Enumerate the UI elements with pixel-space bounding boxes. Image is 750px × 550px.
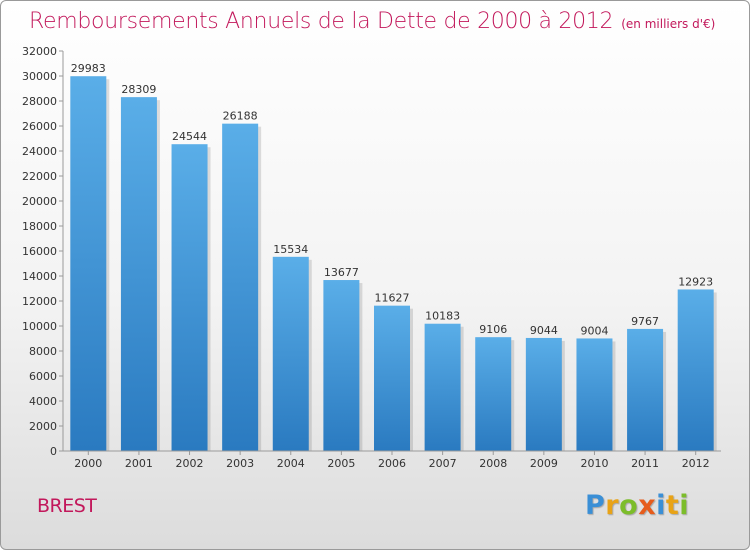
logo-letter: i: [656, 490, 666, 521]
y-tick-label: 10000: [22, 320, 57, 333]
x-tick-label: 2008: [479, 457, 507, 470]
x-tick-label: 2006: [378, 457, 406, 470]
bar: [374, 305, 410, 451]
bar: [272, 256, 309, 451]
bar-data-label: 29983: [71, 62, 106, 75]
x-tick-label: 2004: [277, 457, 305, 470]
x-tick-label: 2011: [631, 457, 659, 470]
y-tick-label: 24000: [22, 145, 57, 158]
bar-data-label: 9767: [631, 315, 659, 328]
y-tick-label: 28000: [22, 95, 57, 108]
y-tick-label: 20000: [22, 195, 57, 208]
bar: [323, 280, 360, 451]
bar-data-label: 24544: [172, 130, 207, 143]
title-unit: (en milliers d'€): [621, 17, 716, 31]
chart-title: Remboursements Annuels de la Dette de 20…: [29, 9, 715, 34]
x-tick-label: 2002: [176, 457, 204, 470]
y-tick-label: 14000: [22, 270, 57, 283]
bar: [70, 76, 107, 452]
y-axis: 0 2000 4000 6000 8000 10000 12000 14000 16000 180…: [22, 45, 64, 458]
logo-letter: r: [605, 490, 620, 521]
logo-letter: i: [679, 490, 690, 521]
title-main: Remboursements Annuels de la Dette de 20…: [29, 9, 614, 34]
bar-data-label: 9004: [580, 324, 608, 337]
y-tick-label: 6000: [29, 370, 57, 383]
bar-data-label: 11627: [375, 292, 410, 305]
y-tick-label: 30000: [22, 70, 57, 83]
y-tick-label: 26000: [22, 120, 57, 133]
bar: [475, 337, 512, 451]
x-tick-label: 2005: [327, 457, 355, 470]
bar: [627, 328, 664, 451]
x-tick-label: 2000: [74, 457, 102, 470]
y-tick-label: 0: [50, 445, 57, 458]
y-tick-label: 2000: [29, 420, 57, 433]
bar-data-label: 10183: [425, 310, 460, 323]
x-tick-label: 2012: [682, 457, 710, 470]
bar: [171, 144, 208, 451]
logo-letter: o: [619, 490, 639, 521]
bars: 29983 28309 24544 26188 15534 13677 11627 10183…: [70, 62, 717, 452]
y-tick-label: 12000: [22, 295, 57, 308]
bar-data-label: 26188: [223, 110, 258, 123]
city-name: BREST: [37, 495, 97, 517]
x-tick-label: 2009: [530, 457, 558, 470]
bar: [677, 289, 714, 451]
bar: [222, 123, 259, 452]
y-tick-label: 8000: [29, 345, 57, 358]
bar: [525, 337, 562, 451]
logo-letter: P: [585, 490, 606, 521]
bar: [120, 97, 157, 451]
y-tick-label: 22000: [22, 170, 57, 183]
bar-data-label: 15534: [273, 243, 308, 256]
y-tick-label: 16000: [22, 245, 57, 258]
bar-data-label: 9044: [530, 324, 558, 337]
y-tick-label: 4000: [29, 395, 57, 408]
logo-letter: x: [638, 490, 657, 521]
y-tick-label: 18000: [22, 220, 57, 233]
bar: [424, 323, 461, 451]
x-tick-label: 2001: [125, 457, 153, 470]
x-tick-label: 2007: [429, 457, 457, 470]
x-tick-label: 2003: [226, 457, 254, 470]
bar-data-label: 13677: [324, 266, 359, 279]
bar: [576, 338, 613, 451]
y-tick-label: 32000: [22, 45, 57, 58]
x-tick-label: 2010: [580, 457, 608, 470]
bar-data-label: 9106: [479, 323, 507, 336]
proxiti-logo: Proxiti: [585, 490, 689, 521]
logo-letter: t: [665, 490, 680, 521]
x-axis: 2000 2001 2002 2003 2004 2005 2006 2007 2008 2009…: [63, 450, 721, 470]
bar-data-label: 12923: [678, 275, 713, 288]
bar-data-label: 28309: [121, 83, 156, 96]
